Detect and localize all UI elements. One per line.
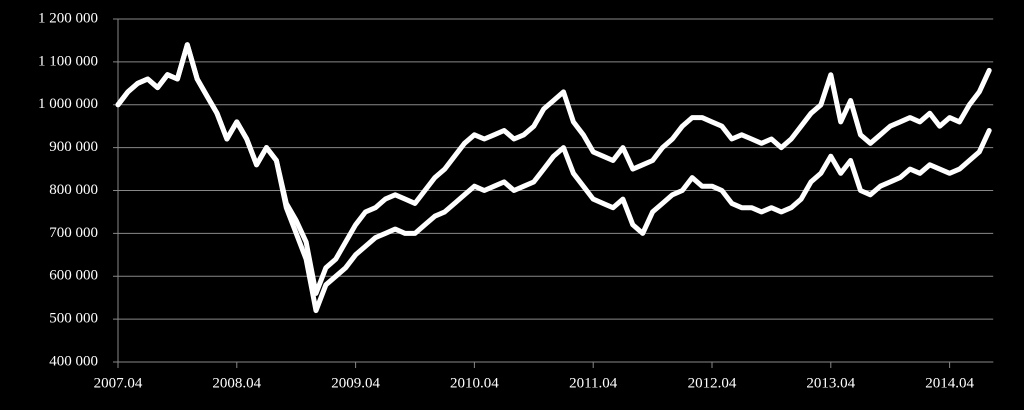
x-tick-label: 2008.04 [212, 375, 261, 391]
y-tick-label: 800 000 [49, 182, 98, 198]
y-tick-label: 700 000 [49, 225, 98, 241]
x-tick-label: 2009.04 [331, 375, 380, 391]
series-line [115, 42, 992, 296]
y-tick-label: 1 000 000 [38, 96, 98, 112]
series-line [115, 42, 992, 314]
y-tick-label: 1 200 000 [38, 10, 98, 26]
y-tick-label: 400 000 [49, 353, 98, 369]
y-tick-label: 600 000 [49, 268, 98, 284]
x-tick-label: 2012.04 [688, 375, 737, 391]
x-tick-label: 2007.04 [94, 375, 143, 391]
y-tick-label: 500 000 [49, 311, 98, 327]
x-tick-label: 2013.04 [806, 375, 855, 391]
y-tick-label: 900 000 [49, 139, 98, 155]
x-tick-label: 2010.04 [450, 375, 499, 391]
x-tick-label: 2014.04 [925, 375, 974, 391]
y-tick-label: 1 100 000 [38, 53, 98, 69]
x-tick-label: 2011.04 [569, 375, 618, 391]
